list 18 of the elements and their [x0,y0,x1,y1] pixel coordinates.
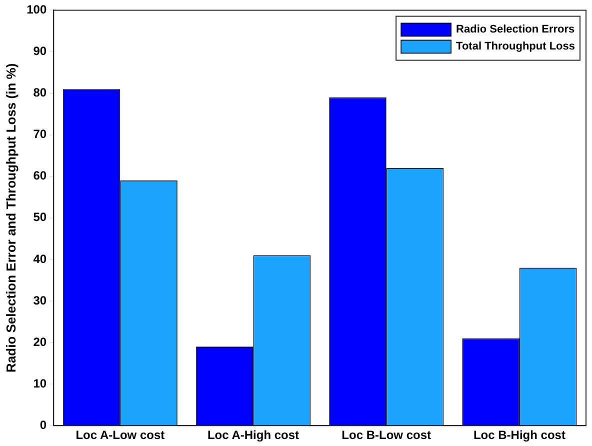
y-tick-label: 50 [33,210,47,224]
y-tick-label: 60 [33,168,47,183]
y-axis-title: Radio Selection Error and Throughput Loss (in %) [3,63,18,372]
x-tick-label: Loc A-High cost [207,428,300,442]
y-tick-label: 0 [40,418,47,432]
legend-label: Total Throughput Loss [456,40,576,53]
x-tick-label: Loc B-High cost [473,428,566,442]
x-tick-label: Loc A-Low cost [76,428,165,442]
legend-label: Radio Selection Errors [456,24,575,36]
y-tick-label: 90 [33,44,47,58]
x-tick-label: Loc B-Low cost [342,428,432,442]
y-tick-label: 80 [33,86,47,100]
y-tick-label: 70 [33,127,47,142]
y-tick-label: 30 [33,293,47,308]
y-tick-label: 40 [33,252,47,266]
y-tick-label: 100 [26,2,47,17]
y-tick-label: 20 [33,334,47,349]
y-tick-label: 10 [33,376,47,390]
